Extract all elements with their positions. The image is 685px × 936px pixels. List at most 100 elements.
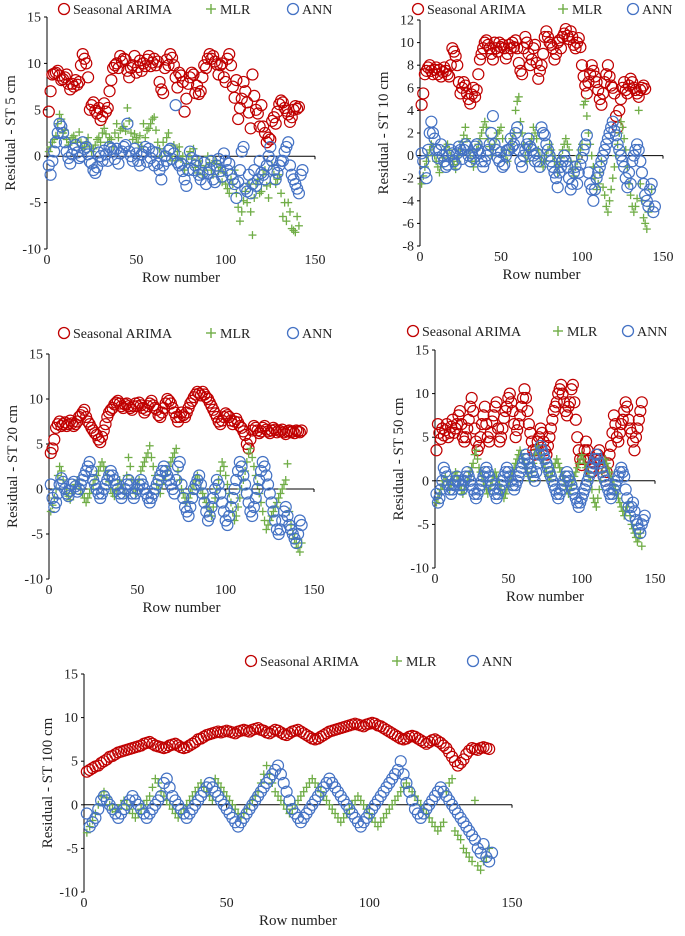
legend-item-2: ANN bbox=[286, 2, 332, 18]
ann-point bbox=[532, 155, 545, 168]
mlr-point bbox=[608, 174, 617, 183]
arima-point bbox=[533, 64, 546, 77]
ann-point bbox=[175, 478, 188, 491]
mlr-point bbox=[603, 208, 612, 217]
arima-point bbox=[590, 76, 603, 89]
ann-point bbox=[470, 138, 483, 151]
arima-point bbox=[603, 70, 616, 83]
arima-point bbox=[244, 122, 257, 135]
ann-point bbox=[478, 155, 491, 168]
mlr-point bbox=[453, 831, 462, 840]
ann-point bbox=[483, 855, 496, 868]
mlr-point bbox=[140, 458, 149, 466]
x-tick-label: 100 bbox=[215, 253, 236, 268]
ann-point bbox=[538, 129, 551, 142]
legend-item-1: MLR bbox=[206, 327, 251, 342]
ann-point bbox=[634, 155, 647, 168]
ann-point bbox=[486, 109, 499, 123]
ann-point bbox=[290, 536, 303, 550]
arima-point bbox=[629, 431, 643, 444]
mlr-point bbox=[159, 138, 168, 147]
ann-point bbox=[509, 126, 522, 140]
legend-label: ANN bbox=[637, 325, 667, 340]
mlr-point bbox=[274, 494, 283, 502]
arima-point bbox=[71, 78, 84, 91]
mlr-point bbox=[246, 207, 255, 216]
x-tick-label: 100 bbox=[215, 583, 236, 598]
mlr-point bbox=[96, 138, 105, 147]
ann-point bbox=[277, 776, 290, 790]
mlr-point bbox=[285, 207, 294, 216]
arima-point bbox=[242, 106, 255, 119]
mlr-point bbox=[281, 476, 290, 484]
ann-point bbox=[535, 121, 548, 134]
ann-point bbox=[155, 173, 168, 186]
y-axis-title: Residual - ST 100 cm bbox=[40, 717, 56, 848]
y-axis-title: Residual - ST 10 cm bbox=[376, 71, 392, 194]
series-seasonal-arima bbox=[42, 48, 306, 149]
mlr-point bbox=[477, 129, 486, 137]
y-tick-label: -10 bbox=[24, 573, 43, 588]
arima-point bbox=[148, 401, 162, 415]
ann-point bbox=[183, 145, 197, 158]
mlr-point bbox=[98, 129, 107, 137]
mlr-point bbox=[450, 826, 459, 835]
arima-point bbox=[81, 415, 94, 428]
x-axis-title: Row number bbox=[503, 267, 581, 283]
ann-point bbox=[496, 160, 509, 173]
mlr-point bbox=[470, 450, 479, 459]
legend-label: Seasonal ARIMA bbox=[260, 655, 360, 670]
mlr-point bbox=[373, 822, 382, 831]
mlr-point bbox=[94, 467, 103, 475]
ann-point bbox=[251, 482, 264, 496]
arima-point bbox=[266, 725, 279, 738]
mlr-point bbox=[302, 783, 311, 792]
arima-point bbox=[291, 102, 304, 115]
mlr-point bbox=[615, 498, 624, 507]
ann-point bbox=[196, 487, 209, 500]
arima-point bbox=[546, 413, 559, 426]
ann-point bbox=[56, 126, 70, 140]
arima-point bbox=[99, 418, 112, 431]
mlr-point bbox=[514, 92, 523, 101]
ann-point bbox=[517, 149, 530, 162]
mlr-point bbox=[433, 826, 442, 835]
x-axis-title: Row number bbox=[259, 913, 337, 929]
ann-point bbox=[572, 166, 585, 179]
mlr-point bbox=[600, 191, 609, 200]
mlr-point bbox=[262, 525, 271, 534]
arima-point bbox=[606, 81, 619, 94]
mlr-point bbox=[57, 467, 66, 475]
arima-point bbox=[512, 56, 525, 70]
arima-point bbox=[566, 378, 579, 391]
arima-point bbox=[101, 101, 114, 115]
ann-point bbox=[611, 138, 624, 151]
mlr-point bbox=[119, 122, 128, 131]
x-axis-title: Row number bbox=[142, 270, 220, 286]
ann-point bbox=[269, 173, 282, 186]
mlr-point bbox=[147, 453, 156, 462]
ann-point bbox=[571, 177, 584, 190]
mlr-point bbox=[356, 796, 365, 805]
series-ann bbox=[42, 99, 309, 205]
ann-point bbox=[124, 478, 137, 491]
arima-point bbox=[505, 396, 518, 409]
ann-point bbox=[426, 126, 440, 140]
x-tick-label: 150 bbox=[653, 250, 674, 265]
legend-item-1: MLR bbox=[553, 325, 598, 340]
mlr-point bbox=[189, 144, 198, 153]
y-axis-title: Residual - ST 50 cm bbox=[391, 397, 407, 520]
arima-point bbox=[67, 419, 80, 433]
mlr-point bbox=[293, 212, 302, 221]
arima-point bbox=[604, 439, 618, 453]
ann-point bbox=[593, 160, 606, 173]
ann-point bbox=[624, 177, 637, 190]
ann-point bbox=[89, 811, 102, 824]
arima-point bbox=[112, 61, 125, 75]
mlr-point bbox=[53, 471, 62, 480]
y-tick-label: 12 bbox=[400, 14, 414, 29]
mlr-point bbox=[473, 455, 482, 463]
arima-point bbox=[572, 31, 585, 45]
mlr-point bbox=[273, 175, 282, 184]
